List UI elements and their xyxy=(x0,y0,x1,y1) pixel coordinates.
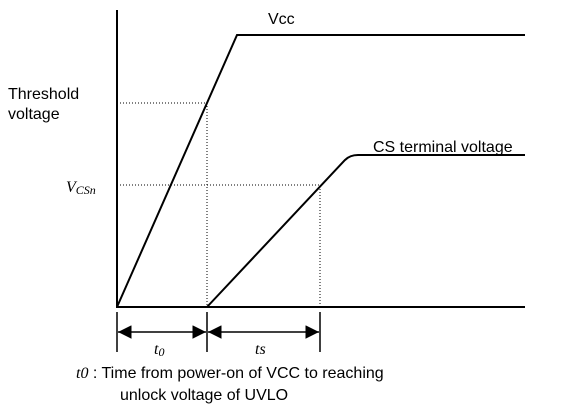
cs-curve xyxy=(206,154,525,308)
vcc-curve xyxy=(116,34,525,308)
footnote-line2: unlock voltage of UVLO xyxy=(120,387,288,404)
t0-label: t0 xyxy=(154,341,164,359)
footnote-line1: t0 : Time from power-on of VCC to reachi… xyxy=(76,365,384,382)
vcsn-label: VCSn xyxy=(66,179,96,197)
t0-sub: 0 xyxy=(158,345,164,359)
vcsn-sub: CSn xyxy=(76,183,96,197)
ts-label: ts xyxy=(255,341,266,358)
t0-main: t xyxy=(154,341,159,358)
threshold-guide xyxy=(117,102,208,307)
cs-label: CS terminal voltage xyxy=(373,139,513,156)
vcsn-guide xyxy=(117,184,321,307)
threshold-label: Threshold xyxy=(8,86,79,103)
threshold-label: voltage xyxy=(8,106,60,123)
vcsn-main: V xyxy=(66,179,78,196)
footnote-term: t0 xyxy=(76,365,88,382)
vcc-label: Vcc xyxy=(268,11,295,28)
footnote-text: : Time from power-on of VCC to reaching xyxy=(88,365,383,382)
